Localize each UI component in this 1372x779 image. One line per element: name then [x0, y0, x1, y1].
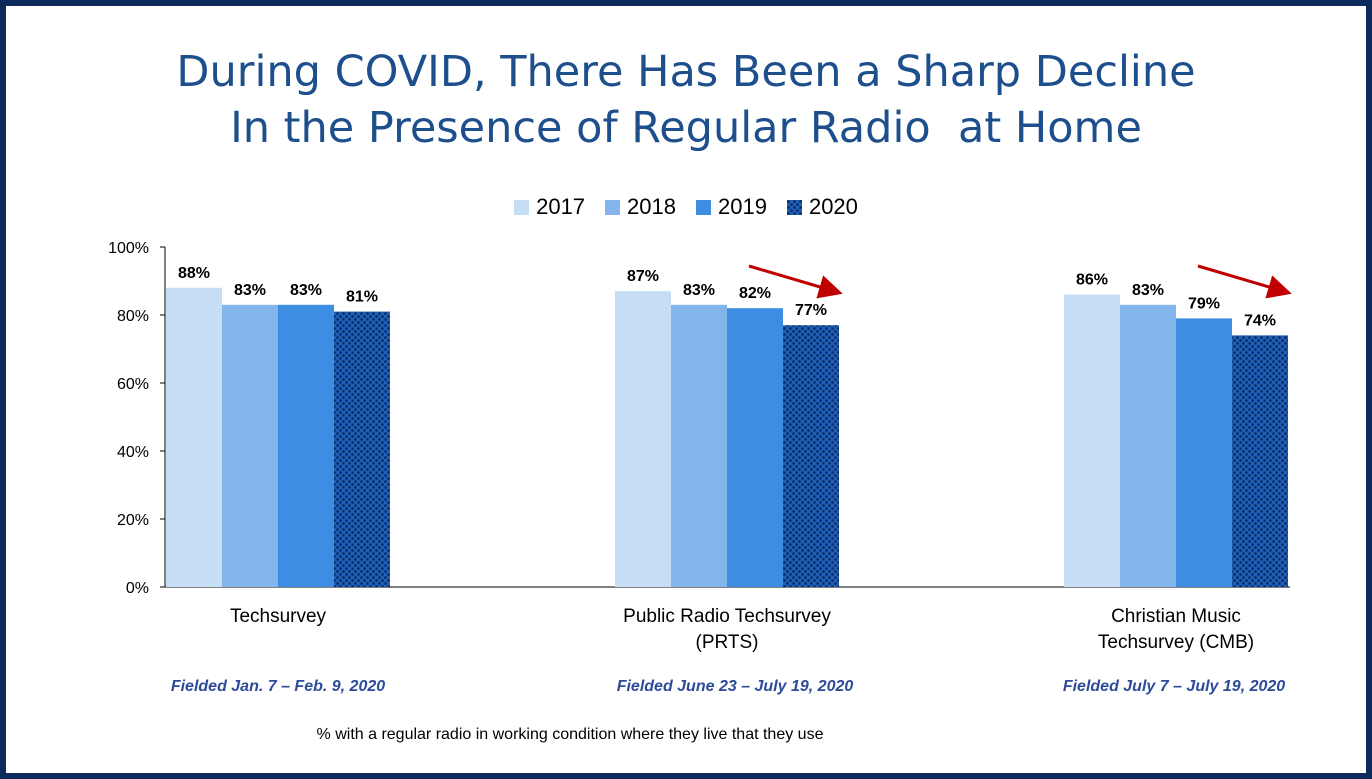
- legend-item-2019: 2019: [696, 194, 767, 220]
- label-layer: 88% 87% 86% 83% 83% 83% 83% 82% 79% 81% 77% 74%: [178, 265, 1276, 330]
- legend-swatch-2018: [605, 199, 621, 215]
- bar-2017-0: [166, 287, 222, 587]
- decline-arrow-1: [748, 264, 843, 299]
- data-label-2018-0: 83%: [234, 282, 266, 299]
- title-line-1: During COVID, There Has Been a Sharp Dec…: [176, 47, 1196, 97]
- bar-2019-0: [278, 304, 334, 587]
- data-label-2017-0: 88%: [178, 265, 210, 282]
- legend-swatch-2019: [696, 199, 711, 215]
- title-line-2: In the Presence of Regular Radio at Home: [230, 103, 1142, 153]
- legend-item-2020: 2020: [786, 194, 858, 220]
- data-label-2019-2: 79%: [1188, 295, 1220, 312]
- field-note-techsurvey: Fielded Jan. 7 – Feb. 9, 2020: [170, 678, 386, 695]
- data-label-2020-2: 74%: [1244, 312, 1276, 329]
- data-label-2020-0: 81%: [346, 289, 378, 306]
- bar-2017-2: [1064, 294, 1120, 587]
- bar-2020-0: [334, 311, 390, 587]
- y-tick-label: 60%: [117, 376, 149, 393]
- data-label-2019-1: 82%: [739, 285, 771, 302]
- bar-2019-1: [727, 308, 783, 587]
- category-label-prts: Public Radio Techsurvey (PRTS): [577, 604, 877, 656]
- field-note-cmb: Fielded July 7 – July 19, 2020: [1062, 678, 1286, 695]
- category-label-line: Techsurvey (CMB): [1097, 632, 1255, 653]
- bar-2017-1: [615, 291, 671, 587]
- category-label-line: Techsurvey: [229, 606, 327, 627]
- legend-swatch-2020: [786, 199, 802, 215]
- data-label-2018-1: 83%: [683, 282, 715, 299]
- chart-title: During COVID, There Has Been a Sharp Dec…: [0, 44, 1372, 156]
- legend: 2017 2018 2019 2020: [0, 194, 1372, 220]
- category-label-line: (PRTS): [695, 632, 759, 653]
- bar-2018-0: [222, 304, 278, 587]
- bar-2020-1: [783, 325, 839, 587]
- data-label-2020-1: 77%: [795, 302, 827, 319]
- bar-2019-2: [1176, 318, 1232, 587]
- legend-item-2017: 2017: [514, 194, 585, 220]
- y-tick-label: 80%: [117, 308, 149, 325]
- bar-2020-2: [1232, 335, 1288, 587]
- category-label-cmb: Christian Music Techsurvey (CMB): [1026, 604, 1326, 656]
- legend-label-2018: 2018: [627, 194, 676, 219]
- legend-label-2019: 2019: [718, 194, 767, 219]
- category-label-techsurvey: Techsurvey: [128, 604, 428, 630]
- field-note-prts: Fielded June 23 – July 19, 2020: [616, 678, 854, 695]
- y-tick-label: 40%: [117, 444, 149, 461]
- data-label-2018-2: 83%: [1132, 282, 1164, 299]
- legend-item-2018: 2018: [605, 194, 676, 220]
- data-label-2019-0: 83%: [290, 282, 322, 299]
- data-label-2017-2: 86%: [1076, 272, 1108, 289]
- category-label-line: Public Radio Techsurvey: [623, 606, 831, 627]
- legend-label-2017: 2017: [536, 194, 586, 219]
- y-tick-label: 0%: [126, 580, 149, 597]
- category-label-line: Christian Music: [1111, 606, 1241, 627]
- arrow-layer: [748, 264, 1292, 299]
- decline-arrow-2: [1197, 264, 1292, 299]
- bar-2018-2: [1120, 304, 1176, 587]
- footnote: % with a regular radio in working condit…: [316, 726, 824, 743]
- legend-label-2020: 2020: [808, 194, 858, 219]
- data-label-2017-1: 87%: [627, 268, 659, 285]
- legend-swatch-2017: [514, 199, 530, 215]
- y-tick-label: 100%: [108, 240, 149, 257]
- bar-2018-1: [671, 304, 727, 587]
- y-tick-label: 20%: [117, 512, 149, 529]
- bar-layer: [166, 287, 1288, 587]
